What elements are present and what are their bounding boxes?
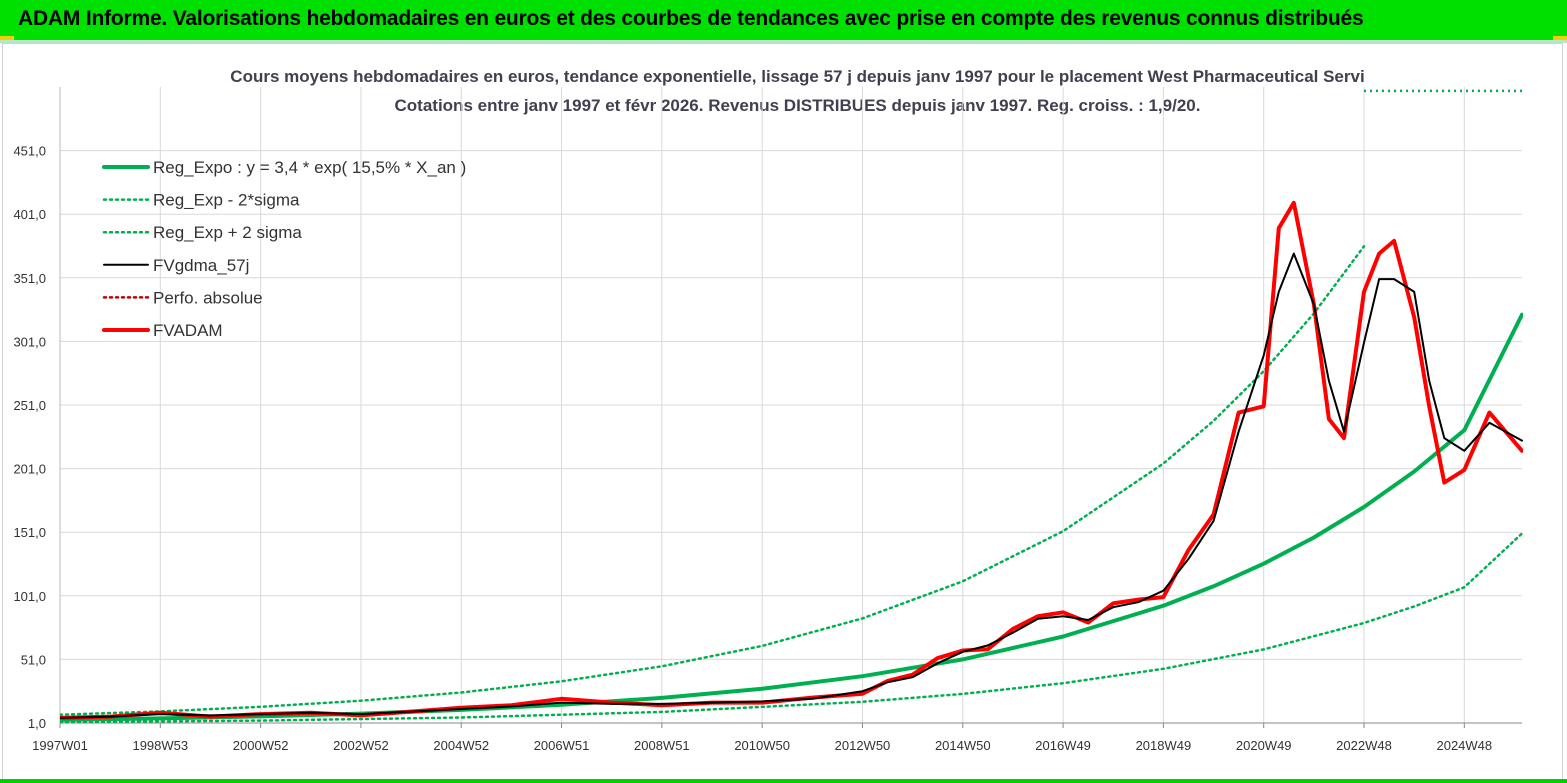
y-tick-label: 151,0 bbox=[13, 525, 46, 540]
legend-label: FVADAM bbox=[153, 321, 223, 340]
legend-label: Reg_Exp - 2*sigma bbox=[153, 191, 300, 210]
x-tick-label: 2008W51 bbox=[634, 738, 690, 753]
legend-label: FVgdma_57j bbox=[153, 256, 249, 275]
x-tick-label: 2024W48 bbox=[1436, 738, 1492, 753]
page-title: ADAM Informe. Valorisations hebdomadaire… bbox=[18, 7, 1364, 30]
series-line-2 bbox=[60, 245, 1366, 716]
series-lines bbox=[60, 89, 1523, 724]
y-tick-label: 51,0 bbox=[21, 652, 46, 667]
y-tick-label: 101,0 bbox=[13, 589, 46, 604]
x-tick-label: 2004W52 bbox=[433, 738, 489, 753]
footer-bar bbox=[0, 779, 1567, 783]
y-tick-label: 351,0 bbox=[13, 271, 46, 286]
y-tick-label: 201,0 bbox=[13, 462, 46, 477]
x-tick-label: 2010W50 bbox=[734, 738, 790, 753]
y-tick-label: 451,0 bbox=[13, 144, 46, 159]
x-tick-label: 2006W51 bbox=[534, 738, 590, 753]
chart-title-line2: Cotations entre janv 1997 et févr 2026. … bbox=[394, 96, 1201, 115]
axes: 1,0 51,0 101,0 151,0 201,0 251,0 301,0 351,0 401… bbox=[13, 87, 1522, 753]
header-divider bbox=[0, 40, 1567, 43]
x-tick-label: 2002W52 bbox=[333, 738, 389, 753]
x-tick-label: 2016W49 bbox=[1035, 738, 1091, 753]
series-line-5 bbox=[60, 200, 1523, 720]
corner-marker-left bbox=[0, 36, 14, 43]
series-line-1 bbox=[60, 532, 1523, 724]
legend-label: Perfo. absolue bbox=[153, 288, 263, 307]
x-tick-label: 2022W48 bbox=[1336, 738, 1392, 753]
chart-title: Cours moyens hebdomadaires en euros, ten… bbox=[0, 62, 1567, 120]
x-tick-label: 1997W01 bbox=[32, 738, 88, 753]
legend: Reg_Expo : y = 3,4 * exp( 15,5% * X_an )… bbox=[102, 158, 466, 340]
x-tick-label: 2020W49 bbox=[1236, 738, 1292, 753]
corner-marker-right bbox=[1553, 36, 1567, 43]
y-tick-label: 251,0 bbox=[13, 398, 46, 413]
series-line-3 bbox=[60, 252, 1523, 719]
x-tick-label: 1998W53 bbox=[132, 738, 188, 753]
grid-lines bbox=[59, 87, 1522, 724]
y-tick-label: 1,0 bbox=[28, 716, 46, 731]
x-tick-label: 2018W49 bbox=[1136, 738, 1192, 753]
legend-label: Reg_Exp + 2 sigma bbox=[153, 223, 302, 242]
legend-label: Reg_Expo : y = 3,4 * exp( 15,5% * X_an ) bbox=[153, 158, 466, 177]
y-tick-label: 301,0 bbox=[13, 334, 46, 349]
y-tick-label: 401,0 bbox=[13, 207, 46, 222]
x-tick-label: 2012W50 bbox=[835, 738, 891, 753]
x-tick-label: 2014W50 bbox=[935, 738, 991, 753]
header-bar: ADAM Informe. Valorisations hebdomadaire… bbox=[0, 0, 1567, 40]
x-tick-label: 2000W52 bbox=[233, 738, 289, 753]
chart-title-line1: Cours moyens hebdomadaires en euros, ten… bbox=[230, 67, 1365, 86]
